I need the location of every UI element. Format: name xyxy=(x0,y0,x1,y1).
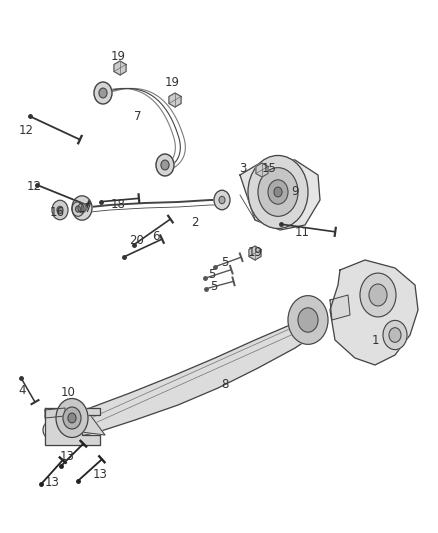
Text: 19: 19 xyxy=(247,246,262,259)
Text: 17: 17 xyxy=(78,203,92,215)
Text: 13: 13 xyxy=(60,449,74,463)
Text: 4: 4 xyxy=(18,384,26,397)
Text: 6: 6 xyxy=(152,230,160,244)
Text: 7: 7 xyxy=(134,109,142,123)
Circle shape xyxy=(268,180,288,204)
Circle shape xyxy=(75,206,81,212)
Polygon shape xyxy=(169,93,181,107)
Circle shape xyxy=(56,399,88,438)
Circle shape xyxy=(161,160,169,170)
Circle shape xyxy=(369,284,387,306)
Text: 19: 19 xyxy=(110,51,126,63)
Text: 12: 12 xyxy=(27,181,42,193)
Circle shape xyxy=(298,308,318,332)
Text: 9: 9 xyxy=(291,185,299,198)
Text: 10: 10 xyxy=(60,386,75,400)
Circle shape xyxy=(274,187,282,197)
Circle shape xyxy=(57,206,63,214)
Polygon shape xyxy=(114,61,126,75)
Circle shape xyxy=(156,154,174,176)
Text: 18: 18 xyxy=(110,198,125,211)
Circle shape xyxy=(389,328,401,342)
Text: 13: 13 xyxy=(45,477,60,489)
Text: 15: 15 xyxy=(261,161,276,174)
Circle shape xyxy=(72,201,84,216)
Circle shape xyxy=(258,168,298,216)
Circle shape xyxy=(383,320,407,350)
Circle shape xyxy=(214,190,230,209)
Circle shape xyxy=(360,273,396,317)
Text: 16: 16 xyxy=(49,206,64,219)
Circle shape xyxy=(288,296,328,344)
Polygon shape xyxy=(50,315,325,440)
Circle shape xyxy=(219,196,225,204)
Text: 5: 5 xyxy=(208,268,215,280)
Text: 5: 5 xyxy=(210,279,218,293)
Text: 11: 11 xyxy=(294,227,310,239)
Polygon shape xyxy=(240,160,320,230)
Circle shape xyxy=(72,196,92,220)
Circle shape xyxy=(78,203,86,213)
Polygon shape xyxy=(330,260,418,365)
Polygon shape xyxy=(65,408,105,435)
Circle shape xyxy=(248,156,308,229)
Text: 13: 13 xyxy=(92,469,107,481)
Circle shape xyxy=(99,88,107,98)
Polygon shape xyxy=(45,408,100,445)
Text: 2: 2 xyxy=(191,215,199,229)
Polygon shape xyxy=(256,163,268,177)
Circle shape xyxy=(94,82,112,104)
Text: 12: 12 xyxy=(18,124,33,136)
Text: 1: 1 xyxy=(371,334,379,346)
Text: 20: 20 xyxy=(130,233,145,246)
Polygon shape xyxy=(45,408,65,418)
Circle shape xyxy=(63,407,81,429)
Circle shape xyxy=(68,413,76,423)
Text: 19: 19 xyxy=(165,76,180,88)
Polygon shape xyxy=(249,246,261,260)
Circle shape xyxy=(52,200,68,220)
Text: 8: 8 xyxy=(221,378,229,392)
Text: 5: 5 xyxy=(221,255,229,269)
Text: 3: 3 xyxy=(239,161,247,174)
Polygon shape xyxy=(330,295,350,320)
